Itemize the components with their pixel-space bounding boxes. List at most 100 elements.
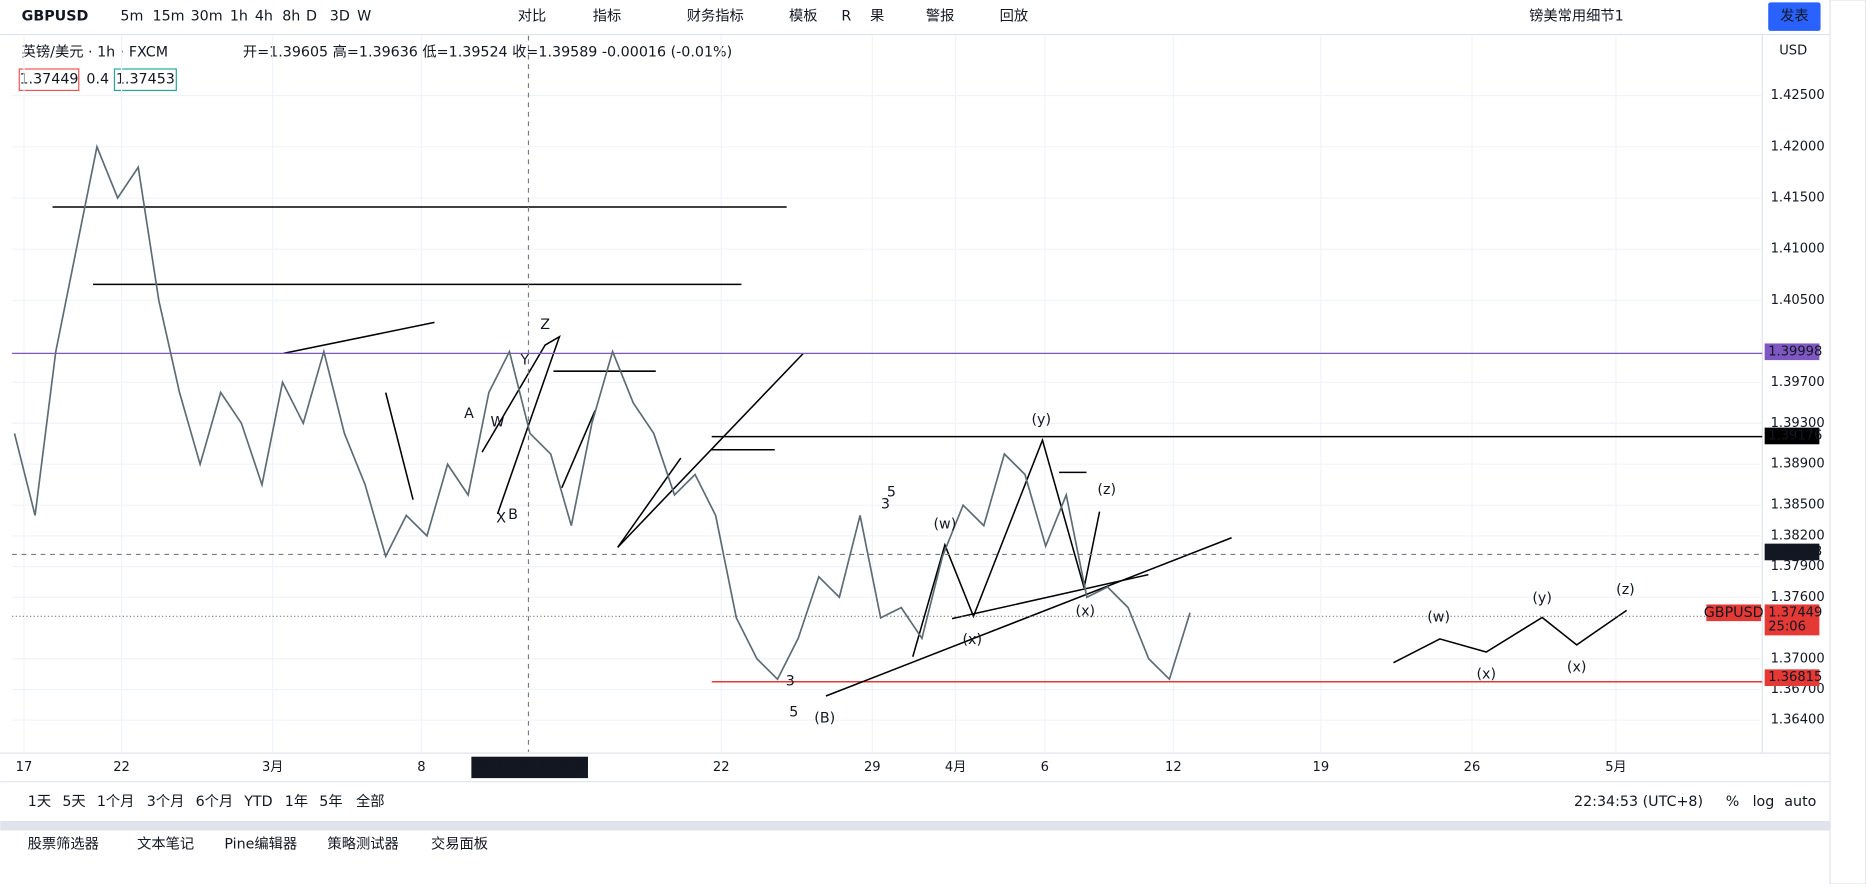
- tool-button[interactable]: 警报: [926, 8, 955, 25]
- scale-option[interactable]: log: [1753, 794, 1775, 810]
- tool-button[interactable]: 对比: [518, 8, 547, 25]
- tab[interactable]: Pine编辑器: [224, 836, 297, 853]
- range-button[interactable]: YTD: [243, 794, 272, 810]
- tab[interactable]: 文本笔记: [137, 836, 194, 853]
- wave-label: B: [508, 507, 518, 523]
- x-tick-label: 4月: [945, 760, 966, 775]
- price-label-box: [1764, 427, 1820, 445]
- range-button[interactable]: 1年: [285, 793, 308, 810]
- bid: 1.37449: [19, 72, 78, 88]
- ask-box: [113, 68, 177, 92]
- price-label: 1.37449: [1768, 605, 1822, 620]
- wave-label: 3: [881, 496, 890, 512]
- interval[interactable]: 5m: [120, 9, 143, 25]
- range-button[interactable]: 3个月: [147, 793, 185, 810]
- price-label: 1.39998: [1768, 344, 1822, 359]
- interval[interactable]: 3D: [330, 9, 350, 25]
- drawing: [283, 321, 435, 355]
- tool-button[interactable]: 财务指标: [687, 8, 744, 25]
- range-button[interactable]: 5天: [62, 794, 85, 810]
- y-tick-label: 1.39700: [1771, 375, 1825, 390]
- wave-label: (z): [1097, 482, 1116, 498]
- wave-label: (x): [1076, 604, 1096, 620]
- price-label-box: [1764, 543, 1820, 561]
- interval[interactable]: 15m: [153, 9, 185, 25]
- y-tick-label: 1.37900: [1771, 559, 1825, 574]
- symbol-tag-label: GBPUSD: [1704, 605, 1764, 621]
- tab[interactable]: 股票筛选器: [28, 836, 99, 853]
- wave-label: (x): [1476, 667, 1496, 683]
- price-line: [13, 143, 1191, 681]
- price-label-box: [1764, 343, 1820, 361]
- crosshair-label-box: [471, 756, 588, 779]
- interval[interactable]: W: [357, 9, 371, 25]
- symbol[interactable]: GBPUSD: [22, 9, 89, 25]
- y-tick-label: 1.38500: [1771, 498, 1825, 513]
- interval[interactable]: D: [306, 9, 317, 25]
- y-tick-label: 1.37000: [1771, 651, 1825, 666]
- price-label-box: [1764, 669, 1820, 687]
- x-tick-label: 26: [1464, 760, 1481, 775]
- y-tick-label: 1.42000: [1771, 139, 1825, 154]
- x-tick-label: 22: [713, 760, 730, 775]
- scale-option[interactable]: auto: [1784, 794, 1816, 810]
- x-tick-label: 29: [864, 760, 881, 775]
- y-tick-label: 1.39300: [1771, 416, 1825, 431]
- range-button[interactable]: 6个月: [196, 793, 234, 810]
- wave-label: (y): [1532, 590, 1552, 606]
- y-tick-label: 1.36400: [1771, 713, 1825, 728]
- tool-button[interactable]: 回放: [1000, 8, 1029, 25]
- x-tick-label: 8: [417, 760, 425, 775]
- tool-button[interactable]: 指标: [593, 8, 622, 25]
- wave-label: (x): [962, 632, 982, 648]
- publish-button[interactable]: [1768, 2, 1821, 31]
- publish-label[interactable]: 发表: [1780, 8, 1809, 25]
- currency: USD: [1779, 44, 1807, 59]
- drawing: [951, 573, 1149, 620]
- ask: 1.37453: [116, 72, 175, 88]
- drawing: [912, 437, 1101, 657]
- tab[interactable]: 交易面板: [431, 835, 488, 853]
- interval[interactable]: 30m: [191, 9, 223, 25]
- range-button[interactable]: 全部: [356, 792, 385, 810]
- scale-option[interactable]: %: [1726, 794, 1740, 810]
- range-button[interactable]: 1天: [28, 794, 51, 810]
- price-label: 1.36815: [1768, 670, 1822, 685]
- crosshair-label: 2021-03-11 19:00: [471, 760, 589, 775]
- range-button[interactable]: 5年: [319, 793, 342, 810]
- legend-name: 英镑/美元 · 1h · FXCM: [22, 42, 168, 60]
- drawing: [561, 410, 596, 489]
- x-tick-label: 22: [113, 760, 130, 775]
- wave-label: (y): [1031, 412, 1051, 428]
- y-tick-label: 1.37600: [1771, 590, 1825, 605]
- spread: 0.4: [86, 72, 109, 88]
- interval[interactable]: 4h: [255, 9, 273, 25]
- layout-name[interactable]: 镑美常用细节1: [1529, 8, 1624, 25]
- wave-label: W: [490, 414, 504, 430]
- x-tick-label: 19: [1313, 760, 1330, 775]
- interval[interactable]: 8h: [282, 9, 300, 25]
- wave-label: A: [464, 406, 474, 422]
- y-tick-label: 1.41000: [1771, 242, 1825, 257]
- wave-label: 5: [789, 705, 798, 721]
- symbol-tag: [1706, 604, 1762, 622]
- x-tick-label: 6: [1041, 760, 1049, 775]
- x-tick-label: 12: [1165, 760, 1182, 775]
- wave-label: X: [496, 511, 506, 527]
- y-tick-label: 1.38200: [1771, 528, 1825, 543]
- tab[interactable]: 策略测试器: [327, 836, 398, 853]
- tool-button[interactable]: R: [841, 9, 851, 25]
- drawing: [1393, 609, 1628, 664]
- interval[interactable]: 1h: [230, 9, 248, 25]
- wave-label: (w): [1427, 609, 1450, 625]
- wave-label: (w): [933, 517, 956, 533]
- y-tick-label: 1.41500: [1771, 190, 1825, 205]
- wave-label: Y: [520, 353, 530, 369]
- drawing: [617, 457, 682, 548]
- tool-button[interactable]: 果: [870, 9, 884, 25]
- range-button[interactable]: 1个月: [97, 793, 135, 810]
- countdown: 25:06: [1768, 620, 1806, 635]
- tool-button[interactable]: 模板: [789, 8, 818, 25]
